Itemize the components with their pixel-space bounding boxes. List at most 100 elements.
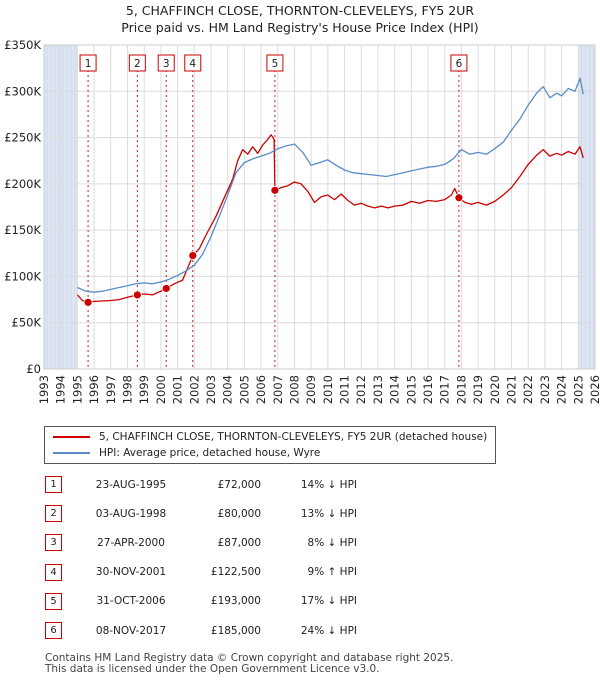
table-row: 4 30-NOV-2001 £122,500 9% ↑ HPI (44, 558, 357, 587)
x-tick-label: 2003 (204, 375, 218, 404)
sale-label: 5 (266, 54, 284, 72)
x-tick-label: 2011 (338, 375, 352, 404)
table-row: 2 03-AUG-1998 £80,000 13% ↓ HPI (44, 499, 357, 528)
shaded-range (578, 45, 595, 369)
x-tick-label: 2008 (287, 375, 301, 404)
x-tick-label: 2012 (354, 375, 368, 404)
x-tick-label: 2016 (421, 375, 435, 404)
x-tick-label: 2001 (171, 375, 185, 404)
sale-number-box: 6 (45, 622, 62, 640)
sale-price: £185,000 (210, 624, 261, 637)
sale-label: 1 (79, 54, 97, 72)
sale-label-text: 3 (163, 58, 170, 70)
sale-label: 4 (184, 54, 202, 72)
legend-item-property: 5, CHAFFINCH CLOSE, THORNTON-CLEVELEYS, … (53, 429, 487, 445)
x-tick-label: 2025 (571, 375, 585, 404)
y-tick-label: £0 (26, 362, 41, 376)
table-row: 3 27-APR-2000 £87,000 8% ↓ HPI (44, 528, 357, 557)
legend: 5, CHAFFINCH CLOSE, THORNTON-CLEVELEYS, … (44, 426, 496, 464)
sale-marker (270, 185, 280, 195)
y-tick-label: £50K (12, 316, 42, 330)
sale-price: £193,000 (210, 595, 261, 608)
sale-marker (83, 297, 93, 307)
sale-price: £72,000 (217, 478, 261, 491)
sale-number-box: 4 (45, 563, 62, 581)
chart-subtitle: Price paid vs. HM Land Registry's House … (121, 20, 479, 35)
x-tick-label: 2015 (404, 375, 418, 404)
sale-marker (132, 290, 142, 300)
sale-label: 3 (157, 54, 175, 72)
x-tick-label: 2018 (454, 375, 468, 404)
sale-label-text: 5 (272, 58, 279, 70)
x-tick-label: 2021 (505, 375, 519, 404)
sale-label-text: 4 (189, 58, 196, 70)
legend-item-hpi: HPI: Average price, detached house, Wyre (53, 445, 320, 461)
legend-swatch-property (53, 436, 90, 438)
x-tick-label: 1994 (54, 375, 68, 404)
x-tick-label: 2007 (271, 375, 285, 404)
sale-marker (454, 193, 464, 203)
table-row: 1 23-AUG-1995 £72,000 14% ↓ HPI (44, 470, 357, 499)
x-tick-label: 2000 (154, 375, 168, 404)
hpi-line (77, 77, 584, 293)
property-price-line (76, 134, 584, 303)
x-tick-label: 2002 (187, 375, 201, 404)
sale-label-box (184, 54, 202, 72)
chart-title: 5, CHAFFINCH CLOSE, THORNTON-CLEVELEYS, … (125, 3, 475, 18)
y-tick-label: £200K (4, 177, 41, 191)
sale-date: 23-AUG-1995 (95, 478, 167, 491)
sale-labels: 1 2 3 4 5 6 (79, 54, 468, 72)
y-tick-label: £150K (4, 223, 41, 237)
sale-hpi-diff: 13% ↓ HPI (300, 507, 357, 520)
x-tick-label: 2005 (237, 375, 251, 404)
x-tick-label: 2022 (521, 375, 535, 404)
table-row: 6 08-NOV-2017 £185,000 24% ↓ HPI (44, 616, 357, 645)
sale-price: £80,000 (217, 507, 261, 520)
x-tick-label: 2014 (388, 375, 402, 404)
sale-date: 03-AUG-1998 (95, 507, 167, 520)
sale-number-box: 3 (45, 534, 62, 552)
legend-swatch-hpi (53, 452, 90, 454)
sale-label-text: 2 (134, 58, 141, 70)
sale-label-box (128, 54, 146, 72)
y-tick-label: £100K (4, 269, 41, 283)
plot-frame (43, 44, 596, 370)
y-tick-label: £300K (4, 84, 41, 98)
x-tick-label: 2017 (438, 375, 452, 404)
sale-hpi-diff: 17% ↓ HPI (300, 595, 357, 608)
sale-hpi-diff: 14% ↓ HPI (300, 478, 357, 491)
x-tick-label: 1999 (137, 375, 151, 404)
x-tick-label: 2019 (471, 375, 485, 404)
sale-number-box: 1 (45, 476, 62, 494)
sale-date: 31-OCT-2006 (96, 595, 166, 608)
sale-label-box (450, 54, 468, 72)
x-tick-label: 2009 (304, 375, 318, 404)
legend-label-hpi: HPI: Average price, detached house, Wyre (99, 447, 321, 459)
sale-marker (161, 284, 171, 293)
x-tick-label: 1997 (104, 375, 118, 404)
x-tick-label: 1995 (70, 375, 84, 404)
grid-layer (43, 44, 596, 370)
sale-label: 6 (450, 54, 468, 72)
sale-date: 30-NOV-2001 (95, 566, 167, 579)
sale-label-text: 6 (456, 58, 463, 70)
sale-marker (188, 251, 198, 261)
x-tick-label: 1993 (37, 375, 51, 404)
footer-copyright: Contains HM Land Registry data © Crown c… (45, 652, 454, 664)
axis-labels: 1993 1994 1995 1996 1997 1998 1999 2000 2001 2002… (4, 38, 600, 404)
sale-price: £122,500 (210, 566, 261, 579)
sale-label: 2 (128, 54, 146, 72)
sale-label-box (157, 54, 175, 72)
footer-licence: This data is licensed under the Open Gov… (45, 663, 380, 675)
legend-label-property: 5, CHAFFINCH CLOSE, THORNTON-CLEVELEYS, … (99, 431, 488, 443)
sale-hpi-diff: 24% ↓ HPI (300, 624, 357, 637)
series-lines (76, 77, 584, 303)
x-tick-label: 2010 (321, 375, 335, 404)
x-tick-label: 2004 (221, 375, 235, 404)
sale-hpi-diff: 9% ↑ HPI (307, 566, 357, 579)
sale-date: 08-NOV-2017 (95, 624, 167, 637)
sale-label-text: 1 (85, 58, 92, 70)
sale-date: 27-APR-2000 (97, 536, 165, 549)
table-row: 5 31-OCT-2006 £193,000 17% ↓ HPI (44, 587, 357, 616)
